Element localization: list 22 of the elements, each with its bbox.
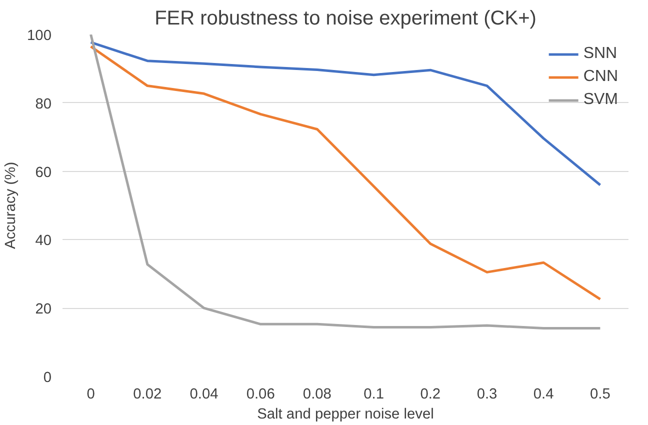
y-axis-title: Accuracy (%) [3, 162, 20, 250]
y-tick-label: 20 [35, 302, 52, 318]
legend-label: SNN [583, 45, 618, 63]
x-axis-title: Salt and pepper noise level [257, 406, 434, 422]
x-tick-label: 0 [86, 386, 95, 402]
y-tick-label: 40 [35, 233, 52, 250]
y-tick-label: 100 [27, 28, 52, 44]
x-tick-label: 0.06 [246, 386, 275, 402]
x-tick-label: 0.02 [133, 386, 162, 402]
y-tick-label: 80 [35, 96, 52, 112]
legend-label: CNN [583, 68, 618, 86]
y-tick-label: 0 [43, 370, 52, 386]
legend-label: SVM [583, 91, 618, 109]
x-tick-label: 0.1 [364, 386, 384, 402]
y-tick-label: 60 [35, 164, 52, 181]
x-tick-label: 0.2 [420, 386, 441, 402]
x-tick-label: 0.5 [590, 386, 610, 402]
x-tick-label: 0.3 [476, 386, 498, 402]
chart-title: FER robustness to noise experiment (CK+) [154, 8, 536, 30]
x-tick-label: 0.4 [533, 386, 554, 402]
x-tick-label: 0.08 [302, 386, 332, 402]
x-tick-label: 0.04 [190, 386, 218, 402]
